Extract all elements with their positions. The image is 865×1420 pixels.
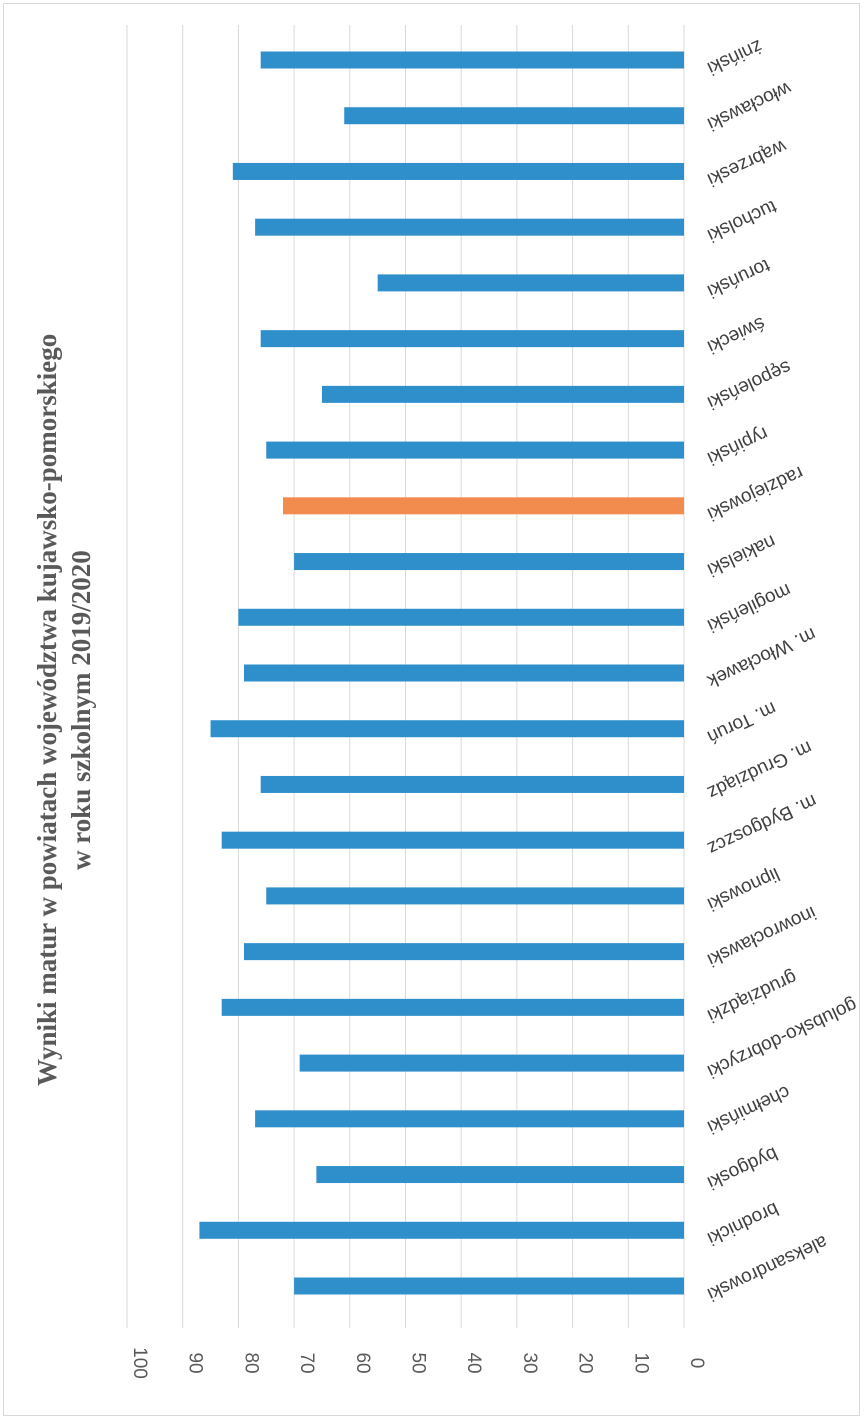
bar xyxy=(243,664,684,682)
category-label: rypiński xyxy=(704,422,771,468)
value-tick-label: 10 xyxy=(630,1352,651,1373)
bar xyxy=(344,107,684,125)
category-label: bydgoski xyxy=(704,1142,781,1193)
category-label: toruński xyxy=(704,254,773,301)
bar xyxy=(221,998,684,1016)
value-tick-label: 60 xyxy=(352,1352,373,1373)
bar xyxy=(238,608,684,626)
category-label: m. Włocławek xyxy=(703,623,819,692)
bar xyxy=(260,775,684,793)
value-tick-label: 70 xyxy=(296,1352,317,1373)
bar xyxy=(377,274,684,292)
bar xyxy=(294,553,684,571)
value-tick-label: 50 xyxy=(408,1352,429,1373)
value-tick-label: 20 xyxy=(575,1352,596,1373)
bar xyxy=(243,943,684,961)
category-label: lipnowski xyxy=(704,863,783,915)
bar xyxy=(282,497,684,515)
bar xyxy=(260,51,684,69)
category-label: radziejowski xyxy=(704,462,807,525)
value-tick-label: 100 xyxy=(129,1347,150,1379)
bar xyxy=(255,1110,685,1128)
category-label: nakielski xyxy=(704,530,779,580)
category-label: tucholski xyxy=(704,195,780,245)
bar xyxy=(266,887,684,905)
bar xyxy=(232,162,684,180)
value-tick-label: 0 xyxy=(686,1358,707,1369)
bar xyxy=(266,441,684,459)
bar xyxy=(299,1054,684,1072)
bar xyxy=(260,330,684,348)
category-label: m. Grudziądz xyxy=(704,736,815,803)
value-tick-label: 30 xyxy=(519,1352,540,1373)
bar xyxy=(294,1277,684,1295)
category-label: chełmiński xyxy=(704,1081,793,1138)
category-label: m. Toruń xyxy=(704,697,780,747)
category-label: wąbrzeski xyxy=(704,135,790,190)
category-label: sępoleński xyxy=(704,356,794,413)
category-label: włocławski xyxy=(704,77,795,134)
bar xyxy=(210,720,685,738)
bar xyxy=(221,831,684,849)
category-label: brodnicki xyxy=(704,1198,782,1249)
value-tick-label: 40 xyxy=(463,1352,484,1373)
bar xyxy=(316,1166,684,1184)
value-tick-label: 80 xyxy=(240,1352,261,1373)
category-label: żniński xyxy=(704,35,766,79)
value-tick-label: 90 xyxy=(185,1352,206,1373)
bar xyxy=(321,385,684,403)
category-label: świecki xyxy=(704,312,768,357)
bar xyxy=(199,1221,684,1239)
category-label: mogileński xyxy=(704,579,794,636)
category-label: grudziądzki xyxy=(704,966,800,1026)
category-label: inowrocławski xyxy=(704,902,819,971)
bar xyxy=(255,218,685,236)
